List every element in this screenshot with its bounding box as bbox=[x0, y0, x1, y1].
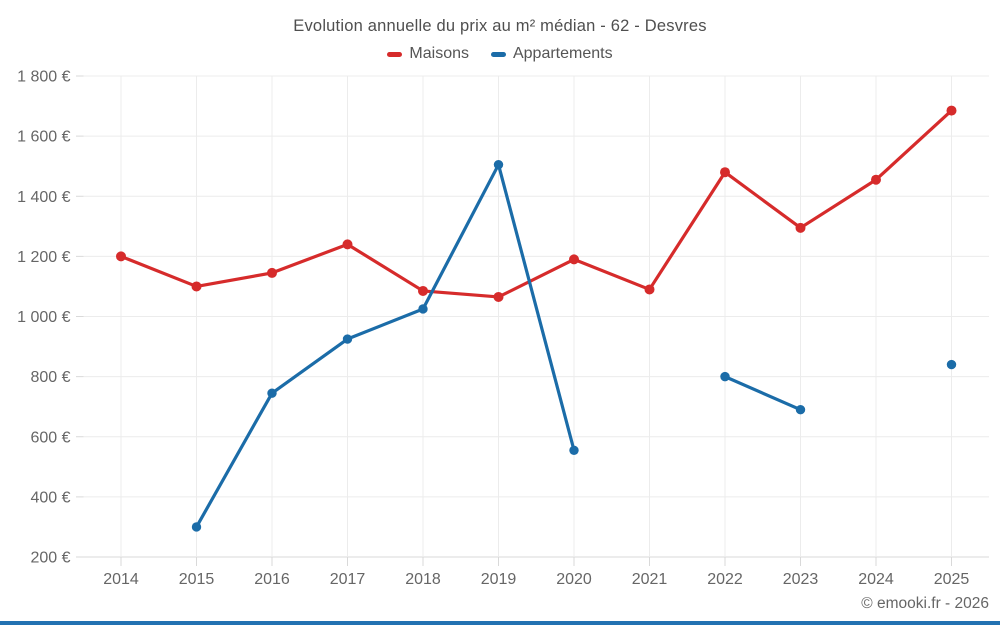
chart-title: Evolution annuelle du prix au m² médian … bbox=[293, 17, 707, 35]
x-axis-tick-label: 2022 bbox=[707, 571, 743, 588]
data-point-appartements-2015[interactable] bbox=[191, 522, 202, 532]
data-point-maisons-2017[interactable] bbox=[342, 239, 353, 250]
data-point-maisons-2014[interactable] bbox=[116, 251, 126, 262]
appartements-series-swatch-icon bbox=[490, 51, 506, 57]
x-axis-tick-label: 2019 bbox=[481, 571, 517, 588]
legend-item-maisons[interactable]: Maisons bbox=[387, 45, 469, 63]
y-axis-tick-label: 1 600 € bbox=[17, 129, 70, 146]
data-point-maisons-2023[interactable] bbox=[795, 222, 806, 233]
legend-label-maisons: Maisons bbox=[409, 45, 469, 62]
data-point-appartements-2023[interactable] bbox=[795, 404, 806, 415]
bottom-accent-bar bbox=[0, 621, 1000, 625]
x-axis-tick-label: 2016 bbox=[254, 571, 290, 588]
data-point-maisons-2016[interactable] bbox=[267, 267, 277, 278]
series-line-appartements bbox=[194, 163, 576, 529]
legend-label-appartements: Appartements bbox=[512, 45, 613, 62]
data-point-appartements-2020[interactable] bbox=[569, 445, 579, 455]
data-point-maisons-2019[interactable] bbox=[493, 291, 504, 302]
x-axis-tick-label: 2024 bbox=[858, 571, 894, 588]
legend: Maisons Appartements bbox=[0, 45, 1000, 63]
y-axis-tick-label: 200 € bbox=[30, 550, 70, 567]
x-axis-tick-label: 2018 bbox=[405, 571, 441, 588]
x-axis-tick-label: 2020 bbox=[556, 571, 592, 588]
data-point-maisons-2018[interactable] bbox=[418, 285, 428, 296]
data-point-appartements-2016[interactable] bbox=[267, 388, 277, 398]
y-axis-tick-label: 1 000 € bbox=[17, 309, 70, 326]
data-point-appartements-2018[interactable] bbox=[418, 304, 428, 314]
maisons-series-swatch-icon bbox=[387, 51, 403, 57]
data-point-maisons-2020[interactable] bbox=[569, 254, 579, 265]
y-axis-tick-label: 1 800 € bbox=[17, 70, 70, 86]
data-point-appartements-2022[interactable] bbox=[720, 371, 730, 382]
y-axis-tick-label: 600 € bbox=[30, 429, 70, 446]
y-axis-tick-label: 1 400 € bbox=[17, 189, 70, 206]
x-axis-tick-label: 2023 bbox=[783, 571, 819, 588]
data-point-maisons-2025[interactable] bbox=[946, 105, 957, 116]
x-axis-tick-label: 2025 bbox=[934, 571, 970, 588]
series-line-maisons bbox=[119, 108, 954, 299]
data-point-appartements-2025[interactable] bbox=[946, 359, 957, 370]
price-evolution-line-chart: 200 € 400 € 600 € 800 € 1 000 € 1 200 € 1 400 … bbox=[17, 70, 989, 588]
y-axis-tick-label: 1 200 € bbox=[17, 249, 70, 266]
x-axis-tick-label: 2014 bbox=[103, 571, 139, 588]
legend-item-appartements[interactable]: Appartements bbox=[490, 45, 613, 63]
y-axis-tick-label: 800 € bbox=[30, 369, 70, 386]
x-axis-tick-label: 2015 bbox=[179, 571, 215, 588]
x-axis-tick-label: 2017 bbox=[330, 571, 366, 588]
data-point-appartements-2017[interactable] bbox=[342, 334, 353, 344]
data-point-maisons-2024[interactable] bbox=[871, 174, 881, 185]
copyright: © emooki.fr - 2026 bbox=[861, 595, 989, 612]
data-point-maisons-2015[interactable] bbox=[191, 281, 202, 292]
y-axis-tick-label: 400 € bbox=[30, 489, 70, 506]
data-point-maisons-2022[interactable] bbox=[720, 167, 730, 178]
data-point-maisons-2021[interactable] bbox=[644, 284, 655, 295]
data-point-appartements-2019[interactable] bbox=[493, 159, 504, 170]
series-line-appartements bbox=[723, 375, 803, 412]
x-axis-tick-label: 2021 bbox=[632, 571, 668, 588]
